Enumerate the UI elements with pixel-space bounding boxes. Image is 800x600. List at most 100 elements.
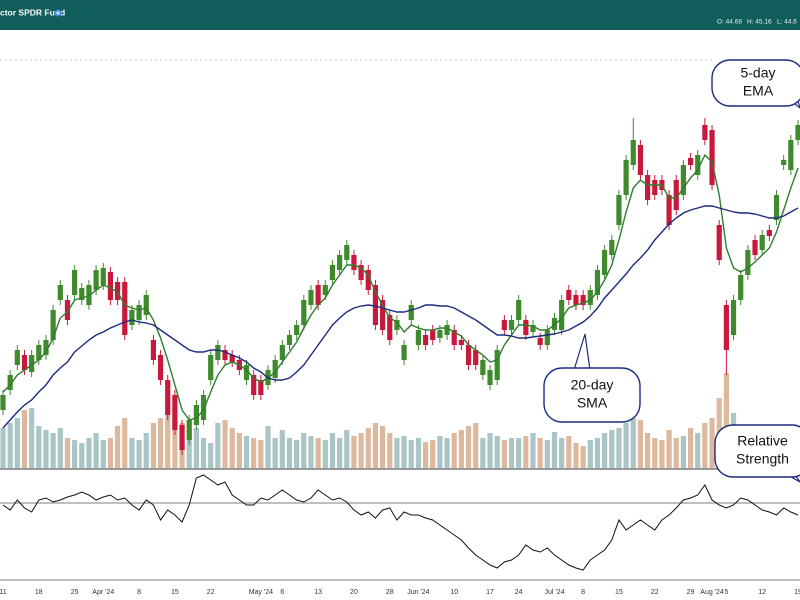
volume-bar — [587, 440, 593, 468]
candle-body — [372, 285, 379, 325]
volume-bar — [93, 433, 99, 468]
volume-bar — [193, 428, 199, 468]
volume-bar — [165, 413, 171, 468]
volume-bar — [616, 428, 622, 468]
candle-body — [301, 300, 307, 325]
volume-bar — [315, 438, 321, 468]
x-tick-label: 15 — [171, 589, 179, 596]
volume-bar — [308, 436, 314, 468]
candle-body — [294, 325, 300, 335]
volume-bar — [107, 438, 114, 468]
candle-body — [50, 310, 56, 340]
callout-text: SMA — [577, 395, 608, 411]
volume-bar — [143, 433, 149, 468]
x-tick-label: 29 — [687, 589, 695, 596]
candle-body — [687, 158, 694, 165]
candle-body — [773, 195, 780, 220]
volume-bar — [444, 438, 450, 468]
callout-text: 5-day — [740, 65, 775, 81]
volume-bar — [523, 436, 529, 468]
candle-body — [36, 345, 42, 360]
candle-body — [308, 290, 314, 305]
candle-body — [57, 285, 63, 300]
volume-bar — [623, 423, 629, 468]
volume-bar — [501, 440, 507, 468]
candle-body — [752, 240, 758, 255]
volume-bar — [379, 426, 386, 468]
candle-body — [487, 370, 493, 385]
volume-bar — [544, 440, 550, 468]
candle-body — [673, 180, 679, 210]
volume-bar — [422, 442, 429, 468]
candle-body — [365, 270, 371, 290]
volume-bar — [387, 433, 393, 468]
volume-bar — [687, 428, 694, 468]
candle-body — [437, 330, 443, 338]
candle-body — [387, 315, 393, 340]
volume-bar — [702, 423, 708, 468]
volume-bar — [150, 423, 157, 468]
volume-bar — [50, 433, 56, 468]
candle-body — [107, 272, 114, 300]
volume-bar — [322, 440, 328, 468]
candle-body — [150, 340, 157, 360]
volume-bar — [21, 410, 28, 468]
callout: Relative Strength — [714, 424, 800, 483]
candle-body — [122, 282, 128, 335]
volume-bar — [243, 436, 250, 468]
volume-bar — [36, 426, 42, 468]
volume-bar — [64, 438, 71, 468]
candle-body — [695, 155, 701, 175]
x-tick-label: 12 — [758, 589, 766, 596]
x-tick-label: 19 — [794, 589, 800, 596]
candle-body — [114, 282, 121, 300]
x-tick-label: 20 — [350, 589, 358, 596]
callout-text: EMA — [743, 83, 774, 99]
candle-body — [666, 195, 672, 225]
volume-bar — [301, 433, 307, 468]
x-tick-label: Apr '24 — [92, 589, 114, 596]
volume-bar — [0, 428, 6, 468]
volume-bar — [551, 432, 558, 468]
quote-low: L: 44.6 — [777, 19, 797, 26]
callout-bubble — [711, 59, 800, 107]
candle-body — [379, 300, 386, 330]
quote-open: O: 44.68 — [717, 19, 742, 26]
candle-body — [566, 290, 572, 300]
volume-bar — [559, 438, 565, 468]
candle-body — [465, 345, 472, 365]
volume-bar — [229, 428, 235, 468]
volume-bar — [630, 418, 636, 468]
candle-body — [473, 350, 479, 365]
volume-bar — [508, 438, 515, 468]
volume-bar — [215, 423, 221, 468]
x-tick-label: Jun '24 — [407, 589, 429, 596]
candle-body — [766, 230, 772, 236]
candle-body — [179, 425, 185, 450]
candle-body — [644, 175, 651, 200]
candle-body — [29, 355, 35, 372]
candle-body — [530, 325, 536, 332]
volume-bar — [573, 443, 579, 468]
volume-bar — [337, 438, 343, 468]
volume-bar — [659, 440, 665, 468]
candle-body — [286, 335, 293, 345]
candle-body — [587, 290, 593, 305]
callout-text: 20-day — [571, 377, 614, 393]
x-tick-label: Aug '24 — [700, 589, 724, 596]
volume-bar — [172, 408, 178, 468]
candle-body — [544, 330, 550, 345]
volume-bar — [279, 430, 285, 468]
callout: 20-day SMA — [543, 333, 641, 423]
volume-bar — [329, 433, 336, 468]
candle-body — [401, 345, 407, 360]
candle-body — [788, 140, 794, 170]
volume-bar — [186, 430, 192, 468]
x-tick-label: 17 — [486, 589, 494, 596]
volume-bar — [29, 408, 35, 468]
volume-bar — [129, 438, 135, 468]
candle-body — [451, 330, 457, 345]
candle-body — [730, 300, 737, 335]
candle-body — [172, 395, 178, 430]
